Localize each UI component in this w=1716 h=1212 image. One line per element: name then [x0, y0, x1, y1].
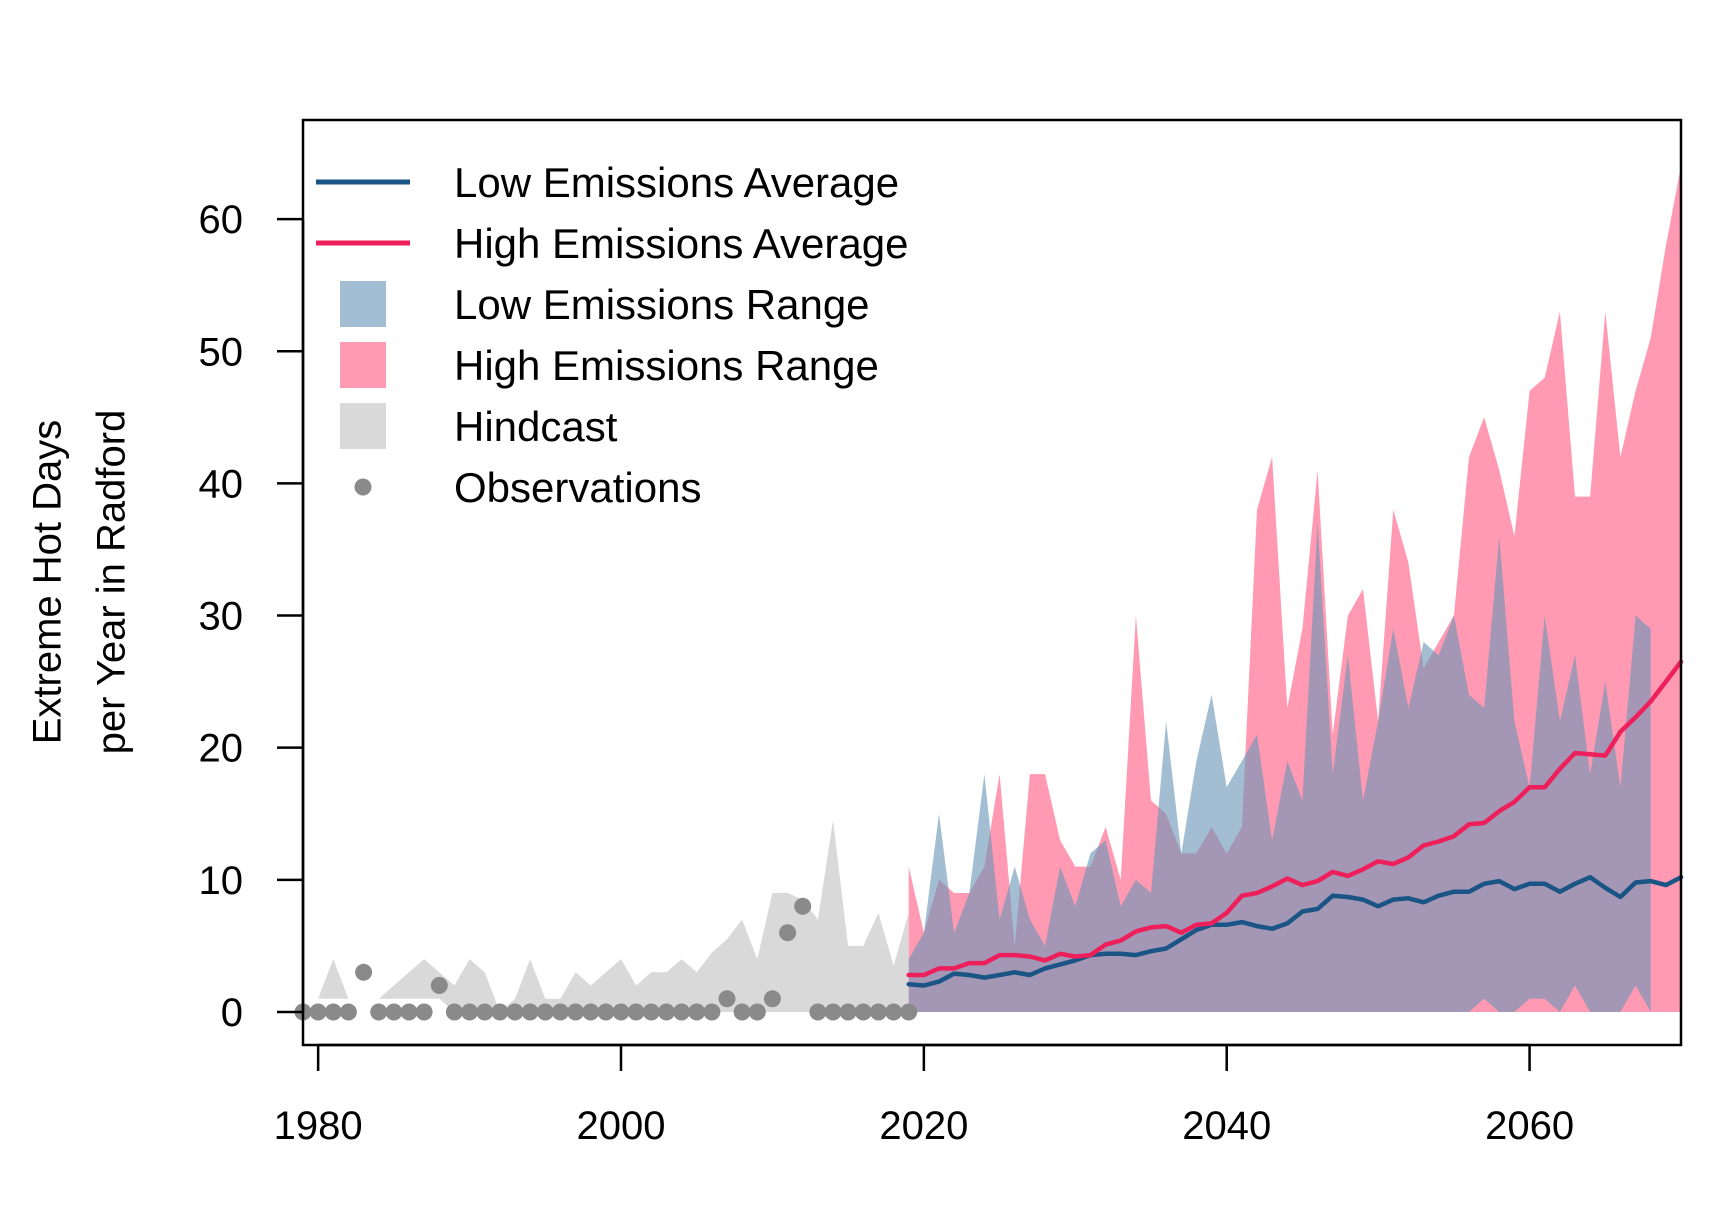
legend-label: High Emissions Range	[454, 342, 879, 389]
legend-box-swatch	[340, 403, 386, 449]
observation-point	[309, 1003, 327, 1021]
observation-point	[718, 990, 736, 1008]
observation-point	[536, 1003, 554, 1021]
observation-point	[733, 1003, 751, 1021]
legend-label: Hindcast	[454, 403, 618, 450]
y-tick-label: 30	[199, 595, 244, 639]
hindcast-area	[303, 820, 909, 1012]
line-layer	[906, 659, 1684, 988]
high-emissions-average-line	[906, 659, 1684, 978]
x-tick-label: 2060	[1485, 1104, 1574, 1148]
observation-point	[839, 1003, 857, 1021]
observation-point	[415, 1003, 433, 1021]
legend-label: High Emissions Average	[454, 220, 908, 267]
observation-point	[854, 1003, 872, 1021]
low-emissions-average-line	[906, 874, 1684, 988]
observation-point	[430, 977, 448, 994]
legend-box-swatch	[340, 342, 386, 388]
observation-point	[869, 1003, 887, 1021]
observation-point	[476, 1003, 494, 1021]
observation-point	[763, 990, 781, 1008]
legend-label: Observations	[454, 464, 701, 511]
observation-point	[673, 1003, 691, 1021]
legend: Low Emissions Average High Emissions Aver…	[316, 159, 908, 511]
observation-point	[506, 1003, 524, 1021]
observation-point	[339, 1003, 357, 1021]
observation-point	[824, 1003, 842, 1021]
legend-dot-swatch	[354, 478, 372, 496]
y-tick-label: 50	[199, 330, 244, 374]
observation-point	[748, 1003, 766, 1021]
y-axis-label: Extreme Hot Days per Year in Radford	[26, 410, 134, 755]
legend-item: Low Emissions Average	[316, 159, 899, 206]
observation-point	[627, 1003, 645, 1021]
observation-point	[642, 1003, 660, 1021]
observation-point	[688, 1003, 706, 1021]
observation-point	[597, 1003, 615, 1021]
observation-point	[900, 1003, 918, 1021]
y-axis: 0 10 20 30 40 50 60	[199, 198, 305, 1035]
x-tick-label: 1980	[274, 1104, 363, 1148]
legend-box-swatch	[340, 281, 386, 327]
observation-point	[779, 924, 797, 942]
observation-point	[567, 1003, 585, 1021]
x-tick-label: 2020	[879, 1104, 968, 1148]
y-tick-label: 60	[199, 198, 244, 242]
y-tick-label: 10	[199, 859, 244, 903]
observation-point	[461, 1003, 479, 1021]
observation-point	[885, 1003, 903, 1021]
y-tick-label: 0	[221, 991, 243, 1035]
legend-item: Hindcast	[340, 403, 618, 450]
y-axis-label-line: Extreme Hot Days	[26, 420, 70, 745]
observation-point	[370, 1003, 388, 1021]
observation-point	[491, 1003, 509, 1021]
x-axis: 1980 2000 2020 2040 2060	[274, 1043, 1574, 1148]
observation-point	[582, 1003, 600, 1021]
observation-point	[400, 1003, 418, 1021]
observation-point	[551, 1003, 569, 1021]
observation-point	[521, 1003, 539, 1021]
observation-point	[794, 897, 812, 915]
legend-item: Observations	[354, 464, 701, 511]
legend-item: High Emissions Average	[316, 220, 908, 267]
observation-point	[612, 1003, 630, 1021]
y-axis-label-line: per Year in Radford	[90, 410, 134, 755]
observation-point	[355, 963, 373, 981]
observation-point	[445, 1003, 463, 1021]
legend-label: Low Emissions Average	[454, 159, 899, 206]
x-tick-label: 2040	[1182, 1104, 1271, 1148]
y-tick-label: 20	[199, 727, 244, 771]
legend-label: Low Emissions Range	[454, 281, 870, 328]
observation-point	[809, 1003, 827, 1021]
observation-points	[294, 897, 918, 1021]
y-tick-label: 40	[199, 462, 244, 506]
observation-point	[657, 1003, 675, 1021]
x-tick-label: 2000	[577, 1104, 666, 1148]
observation-point	[324, 1003, 342, 1021]
legend-item: High Emissions Range	[340, 342, 879, 389]
observation-point	[385, 1003, 403, 1021]
legend-item: Low Emissions Range	[340, 281, 870, 328]
observation-point	[703, 1003, 721, 1021]
